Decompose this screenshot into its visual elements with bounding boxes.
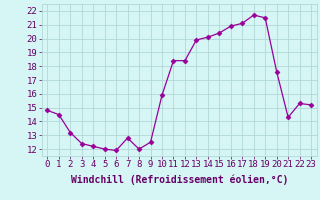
- X-axis label: Windchill (Refroidissement éolien,°C): Windchill (Refroidissement éolien,°C): [70, 175, 288, 185]
